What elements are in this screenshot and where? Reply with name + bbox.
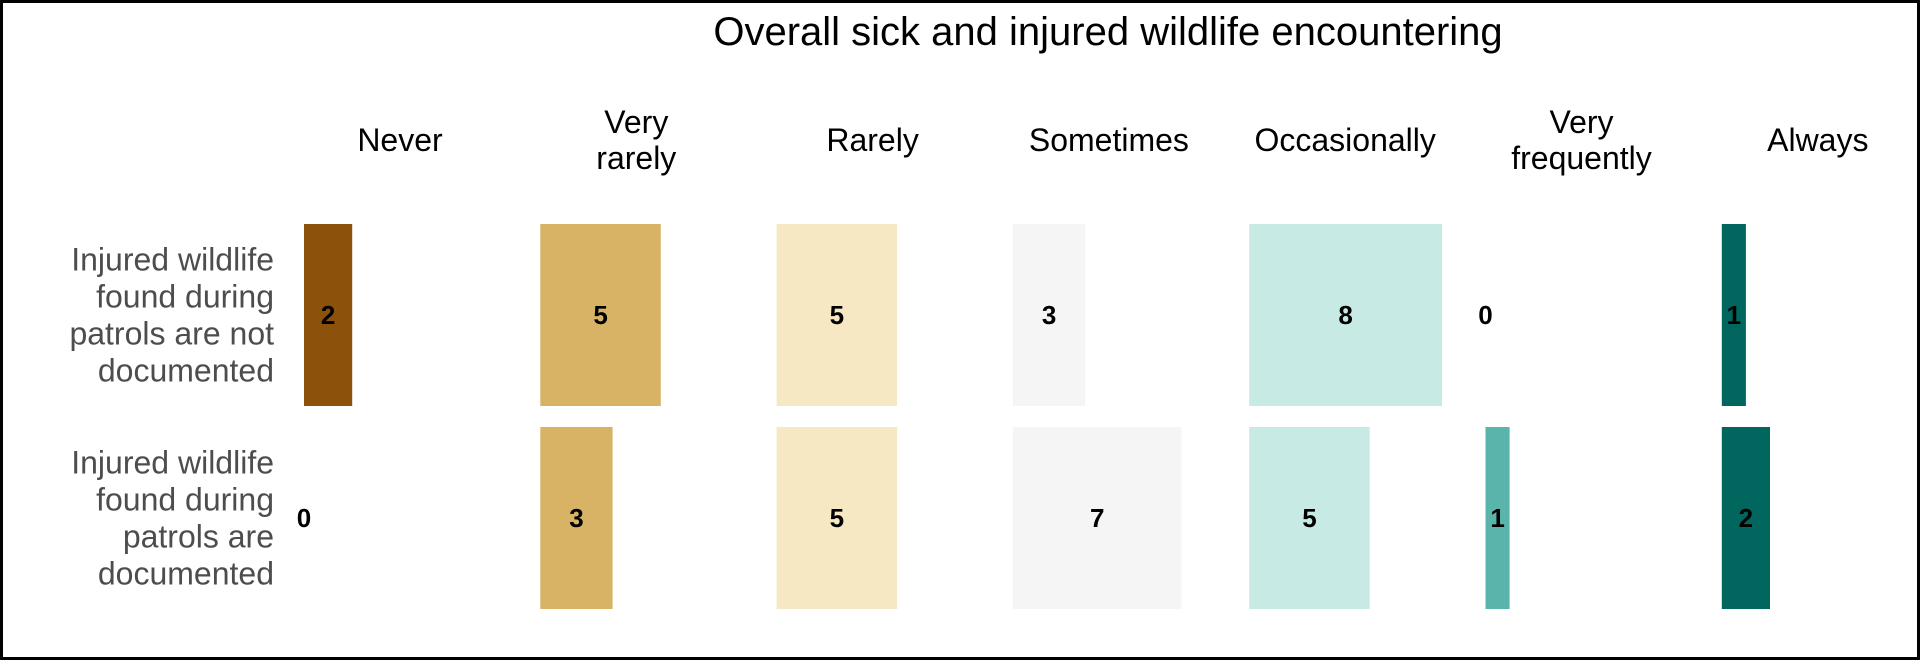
value-label-row2-never: 0 (297, 503, 311, 533)
bar-row1-sometimes (1012, 224, 1086, 406)
chart-title: Overall sick and injured wildlife encoun… (713, 10, 1502, 54)
value-label-row2-rarely: 5 (830, 503, 844, 533)
category-header-sometimes: Sometimes (1029, 122, 1189, 158)
category-header-very-rarely: Very rarely (596, 104, 676, 176)
bar-row1-very-rarely (540, 224, 661, 406)
value-label-row2-occasionally: 5 (1302, 503, 1316, 533)
value-label-row2-sometimes: 7 (1090, 503, 1104, 533)
category-header-never: Never (357, 122, 443, 158)
value-label-row2-very-rarely: 3 (569, 503, 583, 533)
value-labels: 2 5 5 3 8 0 1 0 3 5 7 5 1 2 (297, 300, 1753, 533)
bar-row1-occasionally (1249, 224, 1442, 406)
bar-row1-never (304, 224, 353, 406)
row-labels: Injured wildlife found during patrols are … (69, 242, 274, 592)
value-label-row2-very-frequently: 1 (1490, 503, 1504, 533)
value-label-row2-always: 2 (1739, 503, 1753, 533)
bars (304, 224, 1770, 609)
category-header-rarely: Rarely (826, 122, 918, 158)
bar-row2-rarely (776, 427, 898, 609)
faceted-bar-chart: Overall sick and injured wildlife encoun… (69, 10, 1868, 609)
value-label-row1-never: 2 (321, 300, 335, 330)
category-header-always: Always (1767, 122, 1868, 158)
bar-row2-very-frequently (1485, 427, 1510, 609)
category-header-occasionally: Occasionally (1254, 122, 1435, 158)
value-label-row1-very-frequently: 0 (1478, 300, 1492, 330)
category-header-very-frequently: Very frequently (1511, 104, 1652, 176)
bar-row2-always (1721, 427, 1770, 609)
value-label-row1-always: 1 (1727, 300, 1741, 330)
bar-row2-sometimes (1012, 427, 1182, 609)
value-label-row1-sometimes: 3 (1042, 300, 1056, 330)
row-label-1: Injured wildlife found during patrols are … (69, 242, 274, 389)
value-label-row1-very-rarely: 5 (593, 300, 607, 330)
bar-row2-occasionally (1249, 427, 1370, 609)
bar-row1-rarely (776, 224, 898, 406)
value-label-row1-rarely: 5 (830, 300, 844, 330)
value-label-row1-occasionally: 8 (1338, 300, 1352, 330)
category-headers: Never Very rarely Rarely Sometimes Occasional… (357, 104, 1868, 176)
bar-row2-very-rarely (540, 427, 613, 609)
row-label-2: Injured wildlife found during patrols are d… (71, 445, 274, 592)
bar-row1-always (1721, 224, 1746, 406)
